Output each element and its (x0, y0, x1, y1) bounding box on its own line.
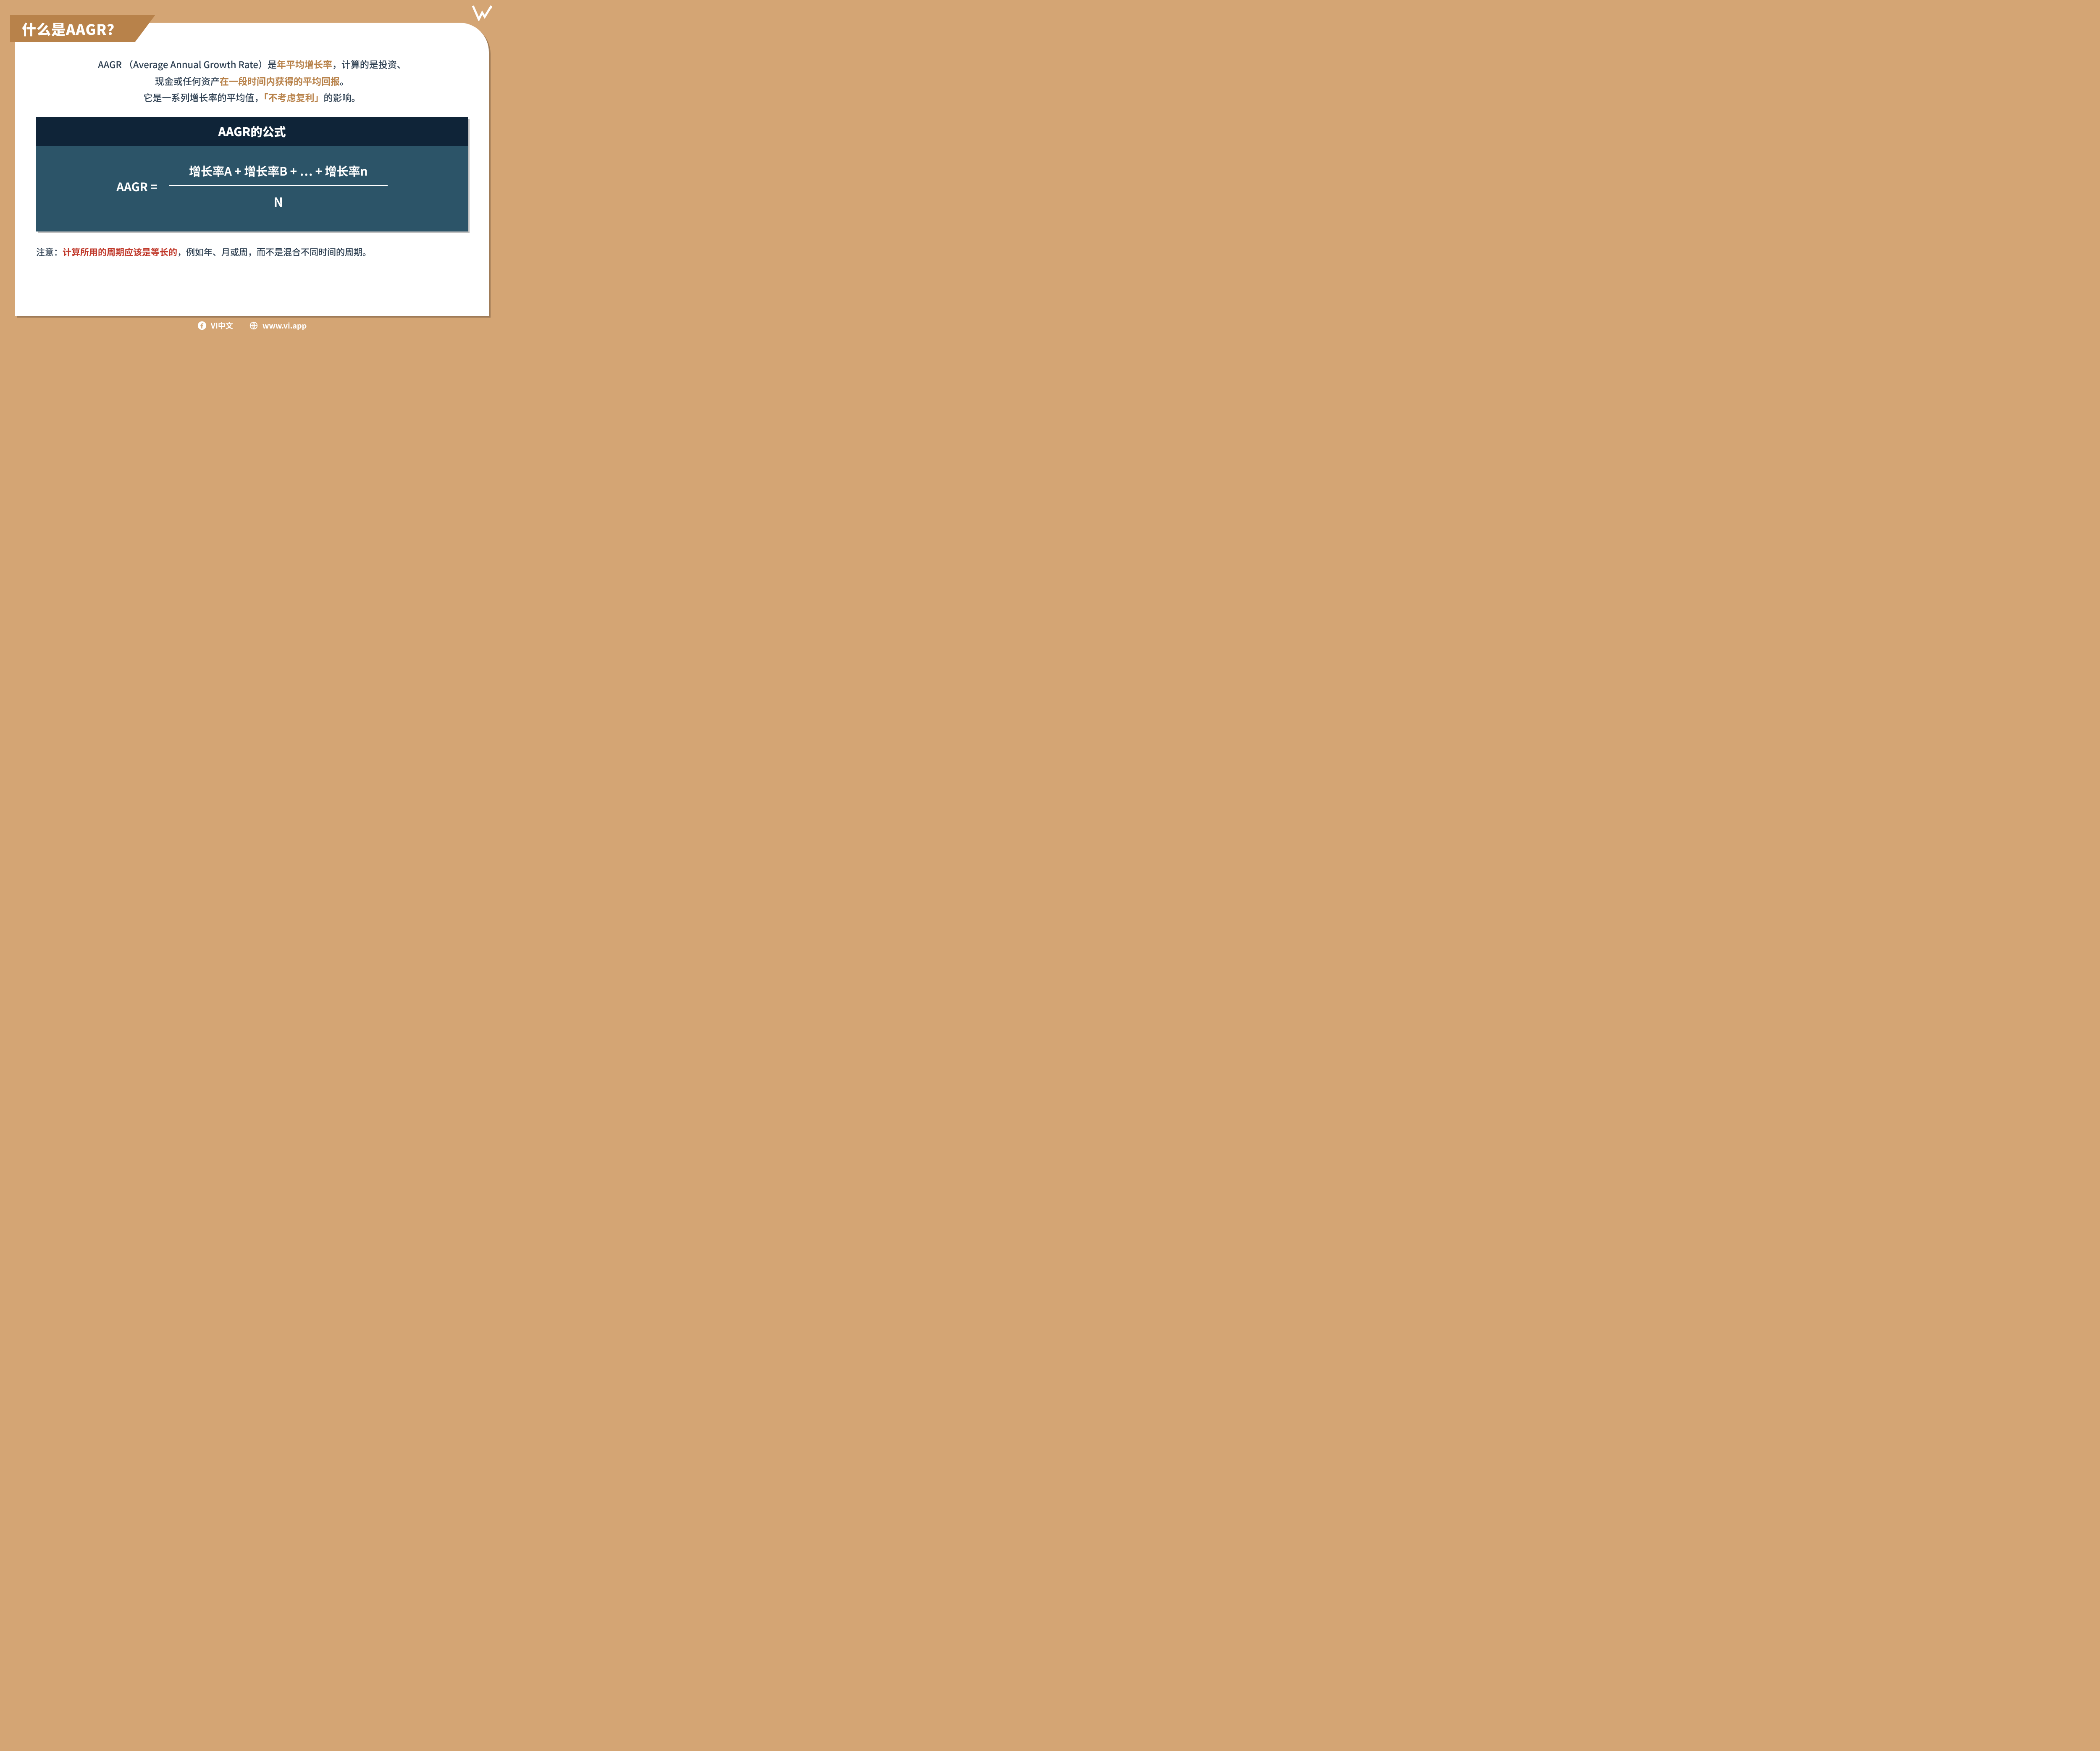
footer-website: www.vi.app (249, 320, 307, 331)
intro-highlight: 年平均增长率 (277, 58, 332, 71)
footer-website-label: www.vi.app (262, 320, 307, 331)
intro-seg: 现金或任何资产 (155, 74, 220, 88)
globe-icon (249, 321, 258, 330)
footer-facebook-label: VI中文 (211, 320, 233, 331)
title-ribbon: 什么是AAGR？ (10, 15, 155, 42)
facebook-icon (197, 321, 207, 330)
intro-seg: ，计算的是投资、 (332, 58, 406, 71)
intro-highlight: 在一段时间内获得的平均回报 (220, 74, 340, 88)
note-highlight: 计算所用的周期应该是等长的 (63, 246, 177, 258)
note-text: 注意：计算所用的周期应该是等长的，例如年、月或周，而不是混合不同时间的周期。 (36, 246, 468, 258)
formula-numerator: 增长率A + 增长率B + … + 增长率n (181, 163, 375, 185)
intro-seg: AAGR （Average Annual Growth Rate）是 (98, 58, 277, 71)
brand-logo-icon (472, 5, 492, 21)
intro-highlight: 「不考虑复利」 (263, 91, 323, 104)
content-card: AAGR （Average Annual Growth Rate）是年平均增长率… (15, 23, 489, 316)
intro-text: AAGR （Average Annual Growth Rate）是年平均增长率… (36, 56, 468, 106)
footer-facebook: VI中文 (197, 320, 233, 331)
page-title: 什么是AAGR？ (22, 18, 121, 39)
content-area: AAGR （Average Annual Growth Rate）是年平均增长率… (36, 56, 468, 303)
formula-body: AAGR = 增长率A + 增长率B + … + 增长率n N (36, 146, 468, 231)
formula-lhs: AAGR = (116, 178, 158, 195)
intro-seg: 。 (340, 74, 349, 88)
intro-seg: 它是一系列增长率的平均值， (143, 91, 263, 104)
formula-header: AAGR的公式 (36, 117, 468, 146)
note-prefix: 注意： (36, 246, 63, 258)
footer: VI中文 www.vi.app (0, 320, 504, 331)
formula-panel: AAGR的公式 AAGR = 增长率A + 增长率B + … + 增长率n N (36, 117, 468, 231)
formula-denominator: N (274, 186, 283, 210)
note-suffix: ，例如年、月或周，而不是混合不同时间的周期。 (177, 246, 371, 258)
intro-seg: 的影响。 (324, 91, 361, 104)
formula-fraction: 增长率A + 增长率B + … + 增长率n N (169, 163, 388, 210)
